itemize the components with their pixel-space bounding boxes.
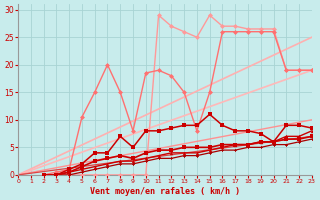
X-axis label: Vent moyen/en rafales ( km/h ): Vent moyen/en rafales ( km/h )	[90, 187, 240, 196]
